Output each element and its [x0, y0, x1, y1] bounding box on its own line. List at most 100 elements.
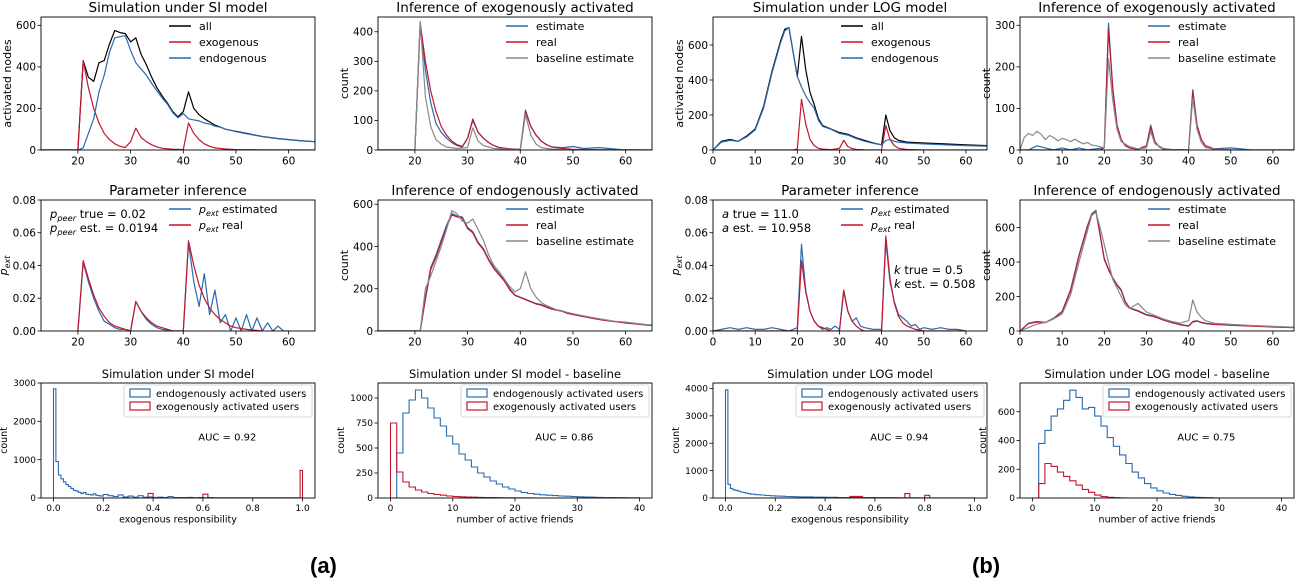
- parameter-symbol: p: [49, 207, 57, 221]
- x-tick-label: 60: [282, 337, 295, 349]
- y-tick-label: 0.02: [13, 293, 36, 305]
- series-line-p-ext-real: [77, 240, 263, 331]
- x-tick-label: 20: [1098, 337, 1111, 349]
- legend-swatch: [1108, 388, 1130, 398]
- x-tick-label: 20: [408, 337, 421, 349]
- y-tick-label: 0: [1009, 494, 1015, 504]
- x-tick-label: 60: [619, 156, 632, 168]
- x-tick-label: 40: [514, 156, 527, 168]
- x-tick-label: 10: [447, 504, 459, 514]
- plot-frame: [712, 199, 988, 332]
- y-tick-label: 400: [998, 437, 1015, 447]
- y-tick-label: 200: [998, 465, 1015, 475]
- plot-area: [1020, 209, 1294, 331]
- x-tick-label: 0: [710, 337, 717, 349]
- x-axis-label: number of active friends: [457, 515, 574, 526]
- panel-label-b: (b): [972, 553, 1001, 578]
- parameter-symbol: p: [49, 221, 57, 235]
- y-axis-label: activated nodes: [1, 39, 14, 127]
- y-axis-label: count: [980, 67, 993, 99]
- legend-swatch: [466, 401, 488, 411]
- series-line-real: [1020, 28, 1294, 150]
- y-tick-label: 200: [995, 62, 1015, 74]
- x-tick-label: 10: [1055, 156, 1068, 168]
- legend-label: pext real: [870, 219, 915, 234]
- y-tick-label: 1000: [685, 467, 708, 477]
- parameter-annotation: a true = 11.0: [722, 207, 799, 221]
- y-tick-label: 0.06: [13, 228, 37, 240]
- legend-symbol: p: [198, 219, 206, 232]
- y-tick-label: 0: [30, 494, 36, 504]
- chart-title: Inference of endogenously activated: [1033, 183, 1280, 199]
- x-tick-label: 0.0: [718, 504, 733, 514]
- legend-text: real: [891, 219, 915, 232]
- parameter-value: true = 0.02: [76, 207, 146, 221]
- y-axis-label-symbol: p: [0, 268, 10, 276]
- chart-si-endo: Inference of endogenously activated 20 30 4…: [338, 183, 653, 349]
- x-tick-label: 20: [791, 337, 804, 349]
- legend-symbol: p: [198, 203, 206, 216]
- y-tick-label: 0.00: [685, 326, 708, 338]
- chart-title: Simulation under SI model - baseline: [409, 367, 621, 381]
- auc-annotation: AUC = 0.86: [535, 433, 593, 444]
- legend-label: exogenously activated users: [493, 402, 636, 413]
- y-tick-label: 4000: [685, 385, 708, 395]
- legend-label: estimate: [1178, 203, 1227, 216]
- series-line-all: [41, 29, 315, 150]
- histogram-exogenously-activated-users: [1032, 462, 1282, 498]
- y-tick-label: 400: [16, 62, 36, 74]
- y-axis-label: count: [336, 427, 347, 454]
- y-axis-label: pext: [0, 255, 12, 277]
- legend-label: baseline estimate: [536, 52, 634, 65]
- plot-area: [713, 235, 967, 331]
- chart-si-friends: Simulation under SI model - baseline 0 10 2…: [336, 367, 653, 526]
- x-tick-label: 0: [1030, 504, 1036, 514]
- auc-annotation: AUC = 0.75: [1177, 433, 1235, 444]
- y-tick-label: 200: [353, 86, 373, 98]
- x-tick-label: 40: [177, 156, 190, 168]
- x-tick-label: 50: [917, 337, 930, 349]
- x-tick-label: 0.4: [818, 504, 833, 514]
- x-tick-label: 30: [572, 504, 584, 514]
- y-tick-label: 200: [353, 284, 373, 296]
- series-line-real: [1020, 210, 1294, 331]
- legend-label: real: [1178, 36, 1199, 49]
- legend-label: endogenous: [199, 52, 267, 65]
- legend-subscript: ext: [206, 225, 220, 234]
- series-line-baseline-estimate: [378, 20, 652, 150]
- legend-label: endogenously activated users: [493, 389, 643, 400]
- x-tick-label: 10: [1089, 504, 1101, 514]
- y-tick-label: 2000: [13, 418, 36, 428]
- parameter-value: est. = 0.508: [901, 277, 976, 291]
- legend-label: pext estimated: [870, 203, 950, 218]
- y-tick-label: 0.00: [13, 326, 36, 338]
- x-tick-label: 50: [1224, 337, 1237, 349]
- y-axis-label: activated nodes: [673, 39, 686, 127]
- parameter-annotation: k est. = 0.508: [894, 277, 975, 291]
- plot-area: [1020, 22, 1294, 150]
- y-tick-label: 0.02: [685, 293, 708, 305]
- legend-box: [123, 384, 313, 418]
- legend-swatch: [1108, 401, 1130, 411]
- x-tick-label: 0.0: [46, 504, 61, 514]
- chart-si-param: Parameter inference 20 30 40 50 60 0.00 0.02 0.0…: [0, 183, 316, 349]
- parameter-annotation: a est. = 10.958: [722, 221, 811, 235]
- series-line-estimate: [378, 213, 652, 331]
- y-tick-label: 3000: [13, 379, 36, 389]
- series-line-real: [378, 214, 652, 331]
- y-tick-label: 600: [16, 20, 36, 32]
- x-tick-label: 30: [833, 156, 846, 168]
- x-axis-label: number of active friends: [1099, 515, 1216, 526]
- series-line-baseline-estimate: [1020, 57, 1294, 150]
- histogram-exogenously-activated-users: [725, 493, 975, 498]
- legend-label: exogenous: [871, 36, 931, 49]
- y-tick-label: 0: [1008, 326, 1015, 338]
- parameter-symbol: k: [894, 263, 902, 277]
- y-tick-label: 3000: [685, 412, 708, 422]
- legend-subscript: ext: [878, 209, 892, 218]
- chart-title: Parameter inference: [781, 183, 919, 199]
- y-tick-label: 200: [16, 103, 36, 115]
- legend-box: [460, 384, 650, 418]
